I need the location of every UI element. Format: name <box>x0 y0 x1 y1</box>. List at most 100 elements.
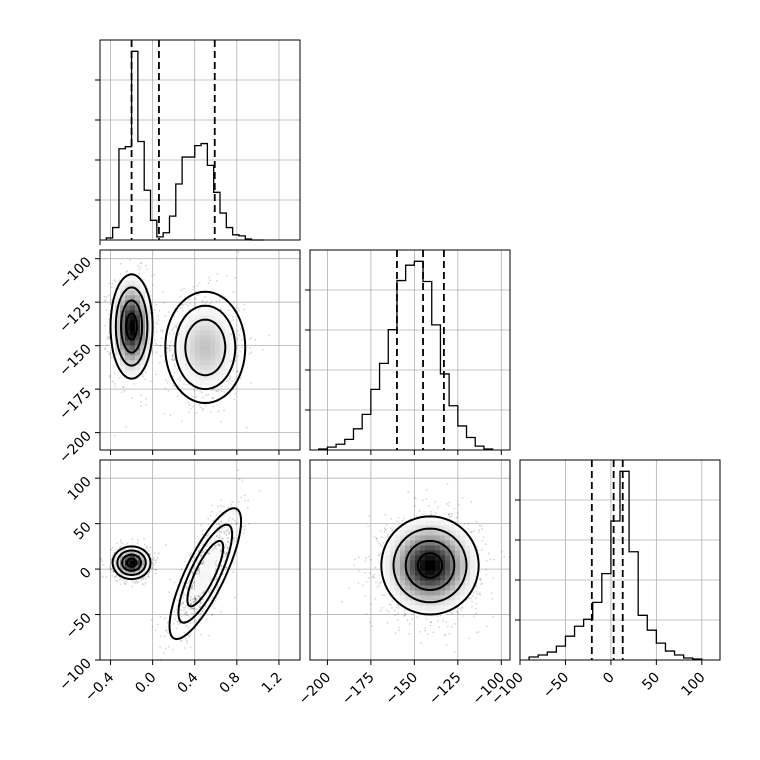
sample-point <box>118 287 120 290</box>
sample-point <box>421 499 424 501</box>
sample-point <box>143 543 146 546</box>
sample-point <box>231 500 234 503</box>
density-cell <box>140 365 146 371</box>
density-cell <box>190 590 196 596</box>
sample-point <box>143 537 146 540</box>
sample-point <box>182 304 184 307</box>
density-cell <box>195 340 201 346</box>
density-cell <box>190 325 196 331</box>
sample-point <box>184 303 187 306</box>
sample-point <box>387 610 390 613</box>
sample-point <box>103 295 106 298</box>
sample-point <box>361 584 364 587</box>
sample-point <box>403 611 406 614</box>
sample-point <box>105 296 108 298</box>
density-cell <box>125 305 131 311</box>
sample-point <box>174 325 177 328</box>
sample-point <box>137 581 140 583</box>
sample-point <box>189 599 192 601</box>
sample-point <box>415 515 418 518</box>
sample-point <box>196 285 199 287</box>
sample-point <box>133 382 135 385</box>
sample-point <box>202 592 205 595</box>
contour-line <box>111 545 152 581</box>
sample-point <box>379 543 382 546</box>
sample-point <box>179 376 181 379</box>
density-cell <box>210 555 216 561</box>
density-cell <box>115 330 121 336</box>
density-cell <box>210 330 216 336</box>
sample-point <box>164 647 167 650</box>
density-cell <box>185 370 191 376</box>
sample-point <box>153 339 156 342</box>
panel-frame <box>99 459 301 661</box>
sample-point <box>226 540 229 543</box>
sample-point <box>166 381 169 384</box>
sample-point <box>389 604 392 607</box>
sample-point <box>218 522 220 525</box>
sample-point <box>191 582 194 585</box>
sample-point <box>119 541 122 544</box>
sample-point <box>214 545 217 548</box>
density-cell <box>230 340 236 346</box>
sample-point <box>425 489 428 492</box>
sample-point <box>199 612 202 615</box>
density-cell <box>180 340 186 346</box>
sample-point <box>192 609 195 612</box>
density-cell <box>205 565 211 571</box>
sample-point <box>152 562 155 565</box>
sample-point <box>478 578 481 581</box>
density-cell <box>140 570 146 576</box>
sample-point <box>380 581 382 584</box>
sample-point <box>194 597 197 600</box>
sample-point <box>163 412 166 415</box>
density-cell <box>130 550 136 556</box>
sample-point <box>200 300 203 303</box>
contour-line <box>116 549 147 577</box>
sample-point <box>118 546 121 549</box>
sample-point <box>478 524 481 527</box>
sample-point <box>103 299 106 302</box>
density-cell <box>180 330 186 336</box>
sample-point <box>208 591 211 594</box>
density-cell <box>135 300 141 306</box>
sample-point <box>146 268 148 271</box>
density-cell <box>225 340 231 346</box>
sample-point <box>222 573 224 576</box>
density-cell <box>195 335 201 341</box>
density-cell <box>115 315 121 321</box>
density-cell <box>195 315 201 321</box>
sample-point <box>226 547 229 550</box>
sample-point <box>112 571 115 574</box>
density-cell <box>205 335 211 341</box>
sample-point <box>189 603 192 606</box>
density-cell <box>220 320 226 326</box>
panel-content <box>100 460 300 660</box>
sample-point <box>176 605 179 608</box>
sample-point <box>169 345 171 348</box>
density-cell <box>135 285 141 291</box>
sample-point <box>110 356 113 359</box>
sample-point <box>176 395 179 398</box>
sample-point <box>153 557 155 559</box>
sample-point <box>172 375 175 378</box>
sample-point <box>194 596 197 598</box>
sample-point <box>215 523 218 526</box>
density-cell <box>205 310 211 316</box>
sample-point <box>394 632 397 635</box>
sample-point <box>178 333 181 336</box>
density-cell <box>200 355 206 361</box>
density-cell <box>200 350 206 356</box>
sample-point <box>215 279 218 282</box>
density-cell <box>125 320 131 326</box>
sample-point <box>225 553 228 556</box>
density-cell <box>125 280 131 286</box>
sample-point <box>220 520 222 523</box>
sample-point <box>169 578 172 581</box>
sample-point <box>215 564 218 567</box>
density-cell <box>140 550 146 556</box>
sample-point <box>376 540 379 543</box>
density-cell <box>210 335 216 341</box>
sample-point <box>192 602 195 605</box>
sample-point <box>106 335 109 338</box>
